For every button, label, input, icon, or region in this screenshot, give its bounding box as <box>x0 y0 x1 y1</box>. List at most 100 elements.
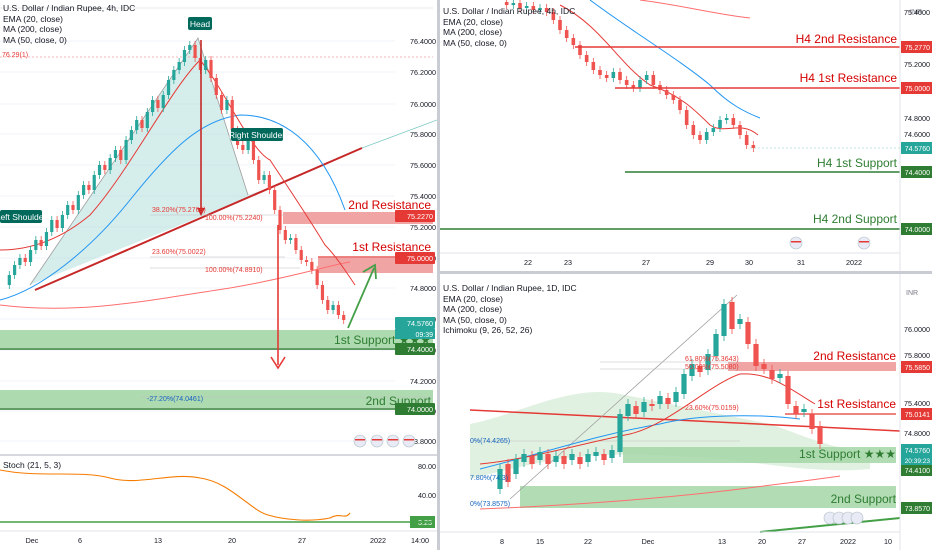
tr-price-tag-text-sup2: 74.0000 <box>905 227 930 234</box>
left-candle <box>257 160 261 180</box>
tr-candle <box>711 128 716 132</box>
br-res2-band <box>728 362 896 371</box>
tr-res1-label: H4 1st Resistance <box>800 71 898 85</box>
br-candle <box>609 450 615 458</box>
br-ma200-line <box>479 475 841 510</box>
left-candle <box>161 95 165 108</box>
top-right-chart-svg[interactable]: H4 2nd Resistance H4 1st Resistance H4 1… <box>440 0 932 271</box>
left-price-tag-text-res1: 75.0000 <box>407 254 433 263</box>
left-candle <box>315 270 319 285</box>
br-currency: INR <box>906 290 918 297</box>
left-candle <box>103 165 107 170</box>
br-candle <box>553 456 559 462</box>
br-candle <box>793 406 799 414</box>
left-time-tick: 20 <box>228 536 236 545</box>
left-candle <box>135 120 139 130</box>
stoch-tick-80: 80.00 <box>418 462 436 471</box>
left-price-tag-res1 <box>395 252 435 264</box>
br-price-tag-text-res2: 75.5850 <box>905 365 930 372</box>
tr-candle <box>551 12 556 20</box>
top-right-chart-panel[interactable]: H4 2nd Resistance H4 1st Resistance H4 1… <box>440 0 932 271</box>
left-shoulder-label-box <box>0 210 42 223</box>
tr-candle <box>524 6 529 8</box>
left-time-tick: 13 <box>154 536 162 545</box>
br-candle <box>577 457 583 464</box>
tr-candle <box>531 6 536 10</box>
tr-candle <box>718 120 722 128</box>
target-arrow-head <box>270 356 286 370</box>
br-price-tag-text-sup2: 73.8570 <box>905 506 930 513</box>
tr-event-icons[interactable] <box>789 236 871 250</box>
br-price-tick: 75.4000 <box>904 399 930 408</box>
br-fib-label-3: 23.60%(75.0159) <box>685 405 739 412</box>
res2-label: 2nd Resistance <box>348 198 431 212</box>
br-sup1-label: 1st Support ★★★ <box>799 447 896 461</box>
left-candle <box>225 100 229 110</box>
tr-candle <box>578 45 582 55</box>
left-price-tag-text-sup2: 74.0000 <box>407 405 433 414</box>
left-chart-panel[interactable]: Head Left Shoulder Right Shoulder 38.20%… <box>0 0 437 550</box>
left-chart-svg[interactable]: Head Left Shoulder Right Shoulder 38.20%… <box>0 0 437 550</box>
br-candle <box>625 404 631 416</box>
head-label: Head <box>190 19 211 29</box>
br-time-tick: 13 <box>718 537 726 546</box>
tr-candle <box>744 135 749 145</box>
fib-label-2: 100.00%(75.2240) <box>205 215 263 222</box>
left-candle <box>151 100 155 112</box>
bottom-right-chart-svg[interactable]: 61.80%(75.3643) 50.00%(75.5080) 23.60%(7… <box>440 274 932 550</box>
br-candle <box>497 469 503 489</box>
br-price-tick: 75.8000 <box>904 351 930 360</box>
tr-price-tag-text-res1: 75.0000 <box>905 86 930 93</box>
br-candle <box>785 376 791 404</box>
br-time-tick: Dec <box>642 537 655 546</box>
left-candle <box>23 258 27 262</box>
bounce-arrow-head <box>362 263 377 280</box>
event-icons[interactable] <box>353 434 416 448</box>
br-candle <box>537 452 543 460</box>
left-candle <box>294 238 298 250</box>
left-price-tick: 75.4000 <box>410 192 436 201</box>
left-candle <box>82 185 86 195</box>
left-candle <box>76 195 80 210</box>
left-candle <box>331 305 335 310</box>
left-candle <box>119 150 123 160</box>
left-price-tick: 75.6000 <box>410 161 436 170</box>
tr-candle <box>591 62 596 70</box>
tr-price-tick: 75.2000 <box>904 60 930 69</box>
horizontal-separator[interactable] <box>440 271 932 274</box>
br-candle <box>681 374 687 394</box>
left-candle <box>304 260 309 262</box>
left-price-tag-sup2 <box>395 403 435 415</box>
br-candle <box>657 396 663 404</box>
left-candle <box>209 60 213 78</box>
br-candle <box>529 456 535 464</box>
tr-candle <box>698 135 702 140</box>
neckline <box>34 147 363 291</box>
br-candle <box>569 454 575 460</box>
tr-time-tick: 2022 <box>846 258 862 267</box>
br-time-tick: 8 <box>500 537 504 546</box>
tr-candle <box>631 85 636 88</box>
br-price-tag-sup2 <box>901 502 932 514</box>
br-sup2-band <box>520 486 896 508</box>
left-candle <box>166 80 171 95</box>
br-event-icons[interactable] <box>823 511 864 525</box>
br-time-tick: 10 <box>884 537 892 546</box>
left-candle <box>50 220 54 232</box>
br-legend: U.S. Dollar / Indian Rupee, 1D, IDC EMA … <box>443 283 577 336</box>
br-candle <box>697 366 703 372</box>
br-time-tick: 15 <box>536 537 544 546</box>
left-price-tick: 76.2000 <box>410 68 436 77</box>
br-candle <box>769 370 775 379</box>
res1-label: 1st Resistance <box>352 240 431 254</box>
left-price-tag-res2 <box>395 210 435 222</box>
left-candle <box>204 60 208 70</box>
tr-candle <box>558 20 562 30</box>
left-candle <box>66 205 70 215</box>
tr-candle <box>611 72 616 78</box>
tr-price-tag-last <box>901 142 932 154</box>
vertical-separator[interactable] <box>437 0 440 550</box>
bottom-right-chart-panel[interactable]: 61.80%(75.3643) 50.00%(75.5080) 23.60%(7… <box>440 274 932 550</box>
tr-price-tag-text-sup1: 74.4000 <box>905 170 930 177</box>
left-candle <box>18 258 22 265</box>
